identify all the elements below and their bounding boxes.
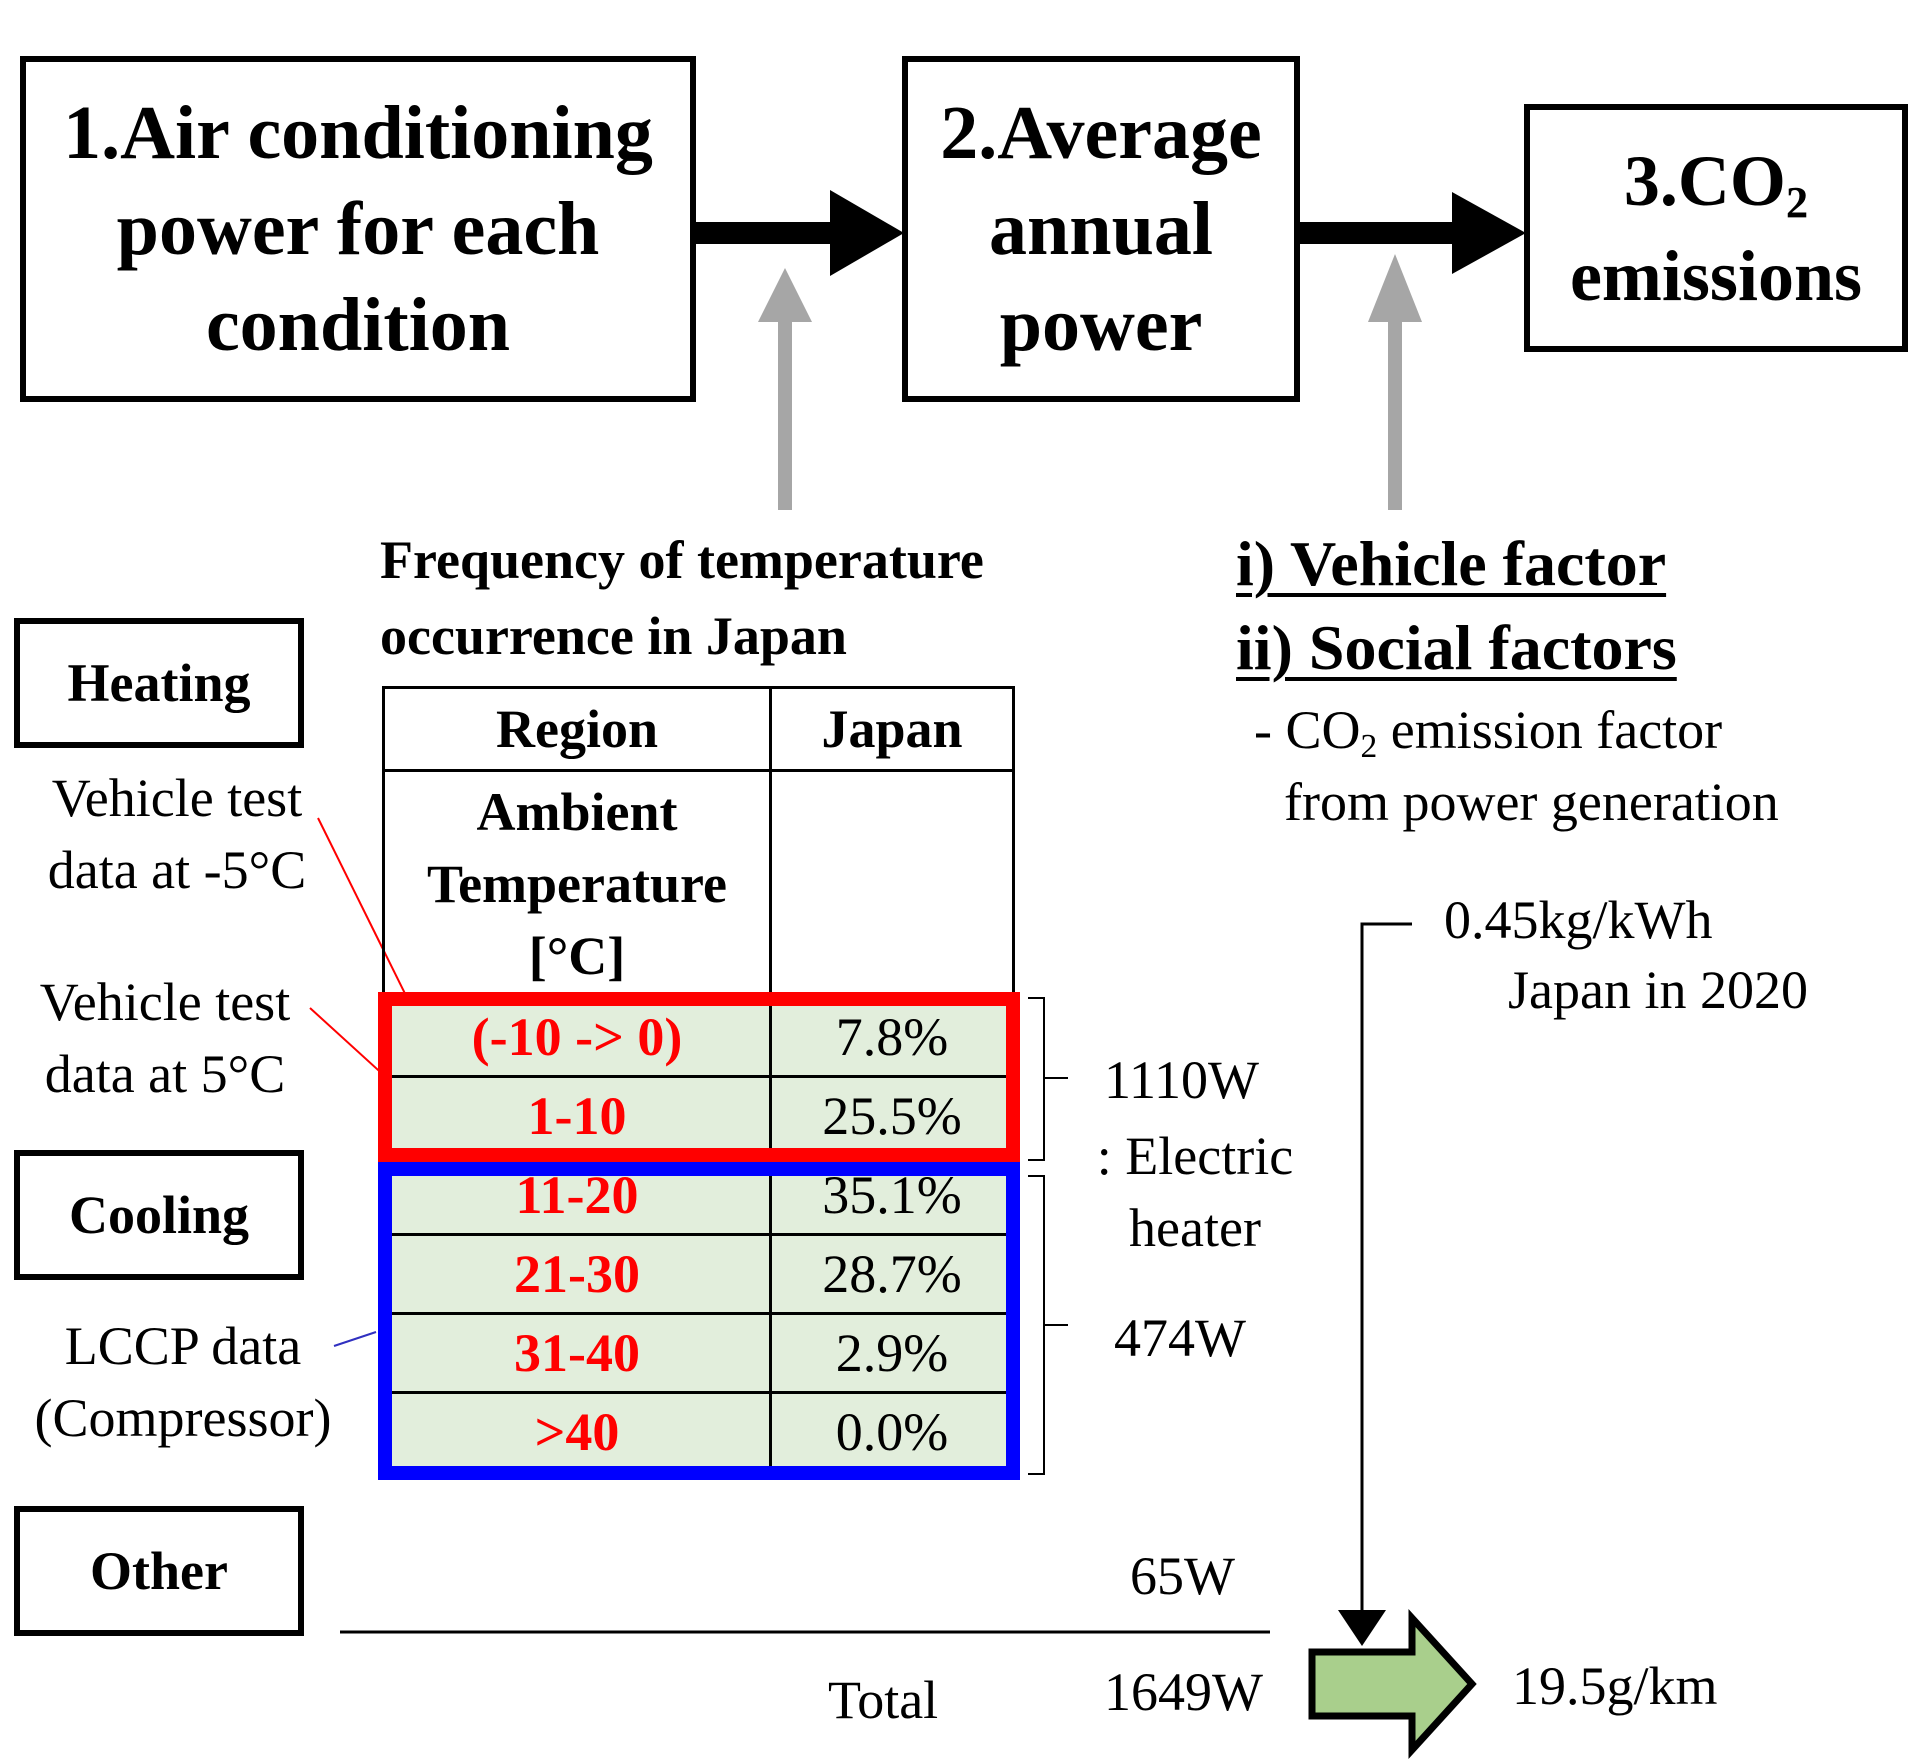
lccp-note-line1: LCCP data: [64, 1316, 302, 1376]
plus5-test-note: Vehicle test data at 5°C: [10, 966, 320, 1110]
cooling-category-label: Cooling: [68, 1185, 250, 1245]
co2-emission-factor-text: - CO2 emission factor: [1254, 694, 1722, 774]
minus5-note-line2: data at -5°C: [47, 840, 307, 900]
emission-factor-connector: [1360, 922, 1412, 1634]
social-factors-label: ii) Social factors: [1236, 612, 1677, 683]
step-average-power-box: 2.Average annual power: [902, 56, 1300, 402]
lccp-note-line2: (Compressor): [34, 1388, 332, 1448]
ambient-temperature-label: Ambient Temperature [°C]: [382, 769, 772, 999]
minus5-note-line1: Vehicle test: [51, 768, 303, 828]
table-row: >40 0.0%: [382, 1391, 1015, 1473]
table-row: (-10 -> 0) 7.8%: [382, 996, 1015, 1078]
step-ac-power-label: 1.Air conditioning power for each condit…: [63, 91, 653, 367]
heating-category-box: Heating: [14, 618, 304, 748]
cooling-power-value: 474W: [1114, 1308, 1246, 1368]
lccp-pointer-line: [333, 1331, 377, 1347]
other-power-value: 65W: [1130, 1546, 1235, 1606]
region-header: Region: [382, 686, 772, 772]
range-cell: 21-30: [382, 1233, 772, 1315]
emission-factor-value: 0.45kg/kWh: [1444, 890, 1713, 950]
temperature-frequency-table: Region Japan Ambient Temperature [°C] (-…: [382, 686, 1015, 1473]
heating-power-value: 1110W: [1104, 1050, 1259, 1110]
heating-note-line1: : Electric: [1096, 1126, 1294, 1186]
co2-emission-factor-line2: from power generation: [1284, 772, 1779, 832]
result-value: 19.5g/km: [1512, 1656, 1718, 1716]
heating-brace: [1028, 997, 1068, 1161]
ambient-empty-cell: [769, 769, 1015, 999]
table-header-row: Region Japan: [382, 686, 1015, 772]
frequency-cell: 25.5%: [769, 1075, 1015, 1157]
japan-header: Japan: [769, 686, 1015, 772]
step-co2-subscript: 2: [1785, 176, 1809, 227]
frequency-caption: Frequency of temperature occurrence in J…: [380, 530, 984, 666]
step-ac-power-box: 1.Air conditioning power for each condit…: [20, 56, 696, 402]
cooling-brace: [1028, 1175, 1068, 1475]
step-co2-box: 3.CO2 emissions: [1524, 104, 1908, 352]
cooling-category-box: Cooling: [14, 1150, 304, 1280]
total-label: Total: [828, 1670, 939, 1730]
result-arrow: [1308, 1608, 1477, 1760]
table-row: 21-30 28.7%: [382, 1233, 1015, 1315]
frequency-cell: 0.0%: [769, 1391, 1015, 1473]
other-category-label: Other: [90, 1541, 228, 1601]
emission-factor-arrowhead: [1338, 1610, 1386, 1646]
step-co2-prefix: 3.CO: [1623, 140, 1786, 221]
frequency-input-arrow: [758, 268, 812, 510]
range-cell: >40: [382, 1391, 772, 1473]
co2-factor-prefix: - CO: [1254, 700, 1361, 760]
range-cell: 1-10: [382, 1075, 772, 1157]
step-co2-label: 3.CO2 emissions: [1570, 138, 1862, 319]
ambient-temperature-row: Ambient Temperature [°C]: [382, 769, 1015, 999]
heating-range-frame: [378, 992, 1020, 1162]
emission-factor-note: Japan in 2020: [1508, 960, 1808, 1020]
vehicle-factor-label: i) Vehicle factor: [1236, 528, 1667, 599]
cooling-range-frame: [378, 1162, 1020, 1480]
step-co2-suffix: emissions: [1569, 235, 1863, 316]
plus5-note-line1: Vehicle test: [39, 972, 291, 1032]
heating-power-note: : Electric heater: [1080, 1120, 1310, 1264]
table-row: 31-40 2.9%: [382, 1312, 1015, 1394]
plus5-note-line2: data at 5°C: [44, 1044, 286, 1104]
other-category-box: Other: [14, 1506, 304, 1636]
heating-category-label: Heating: [67, 653, 251, 713]
step-average-power-label: 2.Average annual power: [940, 91, 1262, 367]
minus5-test-note: Vehicle test data at -5°C: [22, 762, 332, 906]
frequency-cell: 2.9%: [769, 1312, 1015, 1394]
frequency-cell: 28.7%: [769, 1233, 1015, 1315]
total-power-value: 1649W: [1104, 1662, 1263, 1722]
co2-factor-suffix: emission factor: [1377, 700, 1723, 760]
range-cell: 31-40: [382, 1312, 772, 1394]
lccp-note: LCCP data (Compressor): [14, 1310, 352, 1454]
flow-arrow-1-to-2: [694, 190, 904, 276]
heating-note-line2: heater: [1129, 1198, 1261, 1258]
range-cell: (-10 -> 0): [382, 996, 772, 1078]
factor-input-arrow: [1368, 254, 1422, 510]
table-row: 1-10 25.5%: [382, 1075, 1015, 1157]
flow-arrow-2-to-3: [1298, 192, 1526, 274]
co2-factor-subscript: 2: [1360, 728, 1378, 766]
frequency-cell: 7.8%: [769, 996, 1015, 1078]
